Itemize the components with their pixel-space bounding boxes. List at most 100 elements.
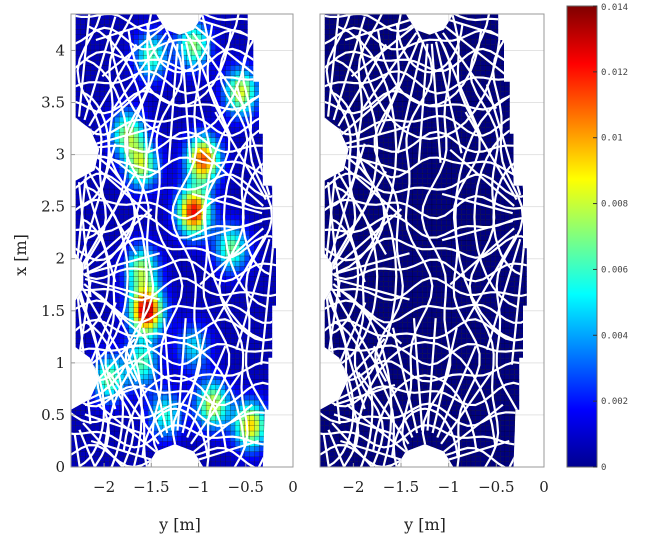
heatmap-cell — [220, 363, 226, 370]
left-x-axis-label: y [m] — [158, 515, 201, 534]
heatmap-cell — [176, 353, 183, 360]
heatmap-cell — [279, 313, 284, 318]
heatmap-cell — [104, 193, 110, 200]
heatmap-cell — [273, 157, 276, 164]
heatmap-cell — [263, 18, 270, 25]
heatmap-cell — [181, 291, 188, 298]
heatmap-cell — [162, 188, 168, 195]
heatmap-cell — [157, 276, 163, 282]
heatmap-cell — [320, 188, 326, 195]
heatmap-cell — [71, 327, 77, 334]
heatmap-cell — [71, 80, 77, 87]
heatmap-cell — [279, 343, 284, 348]
heatmap-cell — [104, 461, 110, 467]
heatmap-cell — [152, 353, 159, 360]
heatmap-cell — [283, 369, 288, 374]
heatmap-cell — [172, 147, 178, 154]
heatmap-cell — [71, 245, 77, 251]
heatmap-cell — [320, 276, 326, 282]
heatmap-cell — [234, 353, 241, 360]
heatmap-cell — [288, 158, 293, 163]
heatmap-cell — [99, 271, 105, 277]
heatmap-cell — [273, 302, 276, 308]
heatmap-cell — [210, 132, 216, 138]
heatmap-cell — [220, 142, 226, 149]
heatmap-cell — [162, 369, 168, 375]
left-y-tick-label-3: 1.5 — [41, 302, 65, 320]
heatmap-cell — [268, 168, 274, 174]
heatmap-cell — [249, 245, 255, 251]
heatmap-cell — [210, 188, 216, 195]
heatmap-cell — [181, 147, 188, 154]
heatmap-cell — [152, 178, 159, 185]
heatmap-cell — [283, 96, 288, 101]
heatmap-cell — [263, 168, 270, 174]
heatmap-cell — [329, 127, 335, 133]
heatmap-cell — [279, 122, 284, 127]
heatmap-cell — [172, 127, 178, 133]
heatmap-cell — [288, 251, 293, 256]
left-x-ticks: −2 −1.5 −1 −0.5 0 — [93, 463, 298, 496]
heatmap-cell — [75, 399, 81, 406]
heatmap-cell — [220, 152, 226, 159]
heatmap-cell — [162, 296, 168, 303]
heatmap-cell — [186, 18, 192, 25]
heatmap-cell — [334, 75, 340, 82]
heatmap-cell — [273, 34, 276, 40]
heatmap-cell — [176, 29, 183, 35]
heatmap-cell — [80, 168, 86, 174]
heatmap-cell — [324, 137, 330, 143]
heatmap-cell — [324, 379, 330, 385]
heatmap-cell — [273, 219, 276, 226]
heatmap-cell — [128, 456, 134, 463]
heatmap-cell — [353, 235, 360, 241]
heatmap-cell — [273, 224, 276, 231]
heatmap-cell — [263, 353, 270, 360]
heatmap-cell — [138, 276, 144, 282]
heatmap-cell — [320, 224, 326, 231]
heatmap-cell — [157, 451, 163, 457]
heatmap-cell — [324, 276, 330, 282]
heatmap-cell — [75, 260, 81, 267]
heatmap-cell — [181, 456, 188, 463]
heatmap-cell — [273, 24, 276, 30]
heatmap-cell — [71, 219, 77, 226]
heatmap-cell — [172, 18, 178, 25]
heatmap-cell — [263, 127, 270, 133]
heatmap-cell — [279, 158, 284, 163]
heatmap-cell — [249, 18, 255, 25]
heatmap-cell — [230, 80, 236, 87]
heatmap-cell — [320, 343, 326, 349]
heatmap-cell — [279, 385, 284, 390]
heatmap-cell — [176, 260, 183, 267]
heatmap-cell — [172, 271, 178, 277]
heatmap-cell — [283, 225, 288, 230]
heatmap-cell — [273, 60, 276, 66]
heatmap-cell — [104, 18, 110, 25]
heatmap-cell — [71, 374, 77, 380]
heatmap-cell — [279, 184, 284, 189]
heatmap-cell — [75, 29, 81, 35]
heatmap-cell — [191, 255, 197, 262]
heatmap-cell — [230, 327, 236, 334]
heatmap-cell — [234, 260, 241, 267]
heatmap-cell — [279, 138, 284, 143]
heatmap-cell — [320, 317, 326, 324]
heatmap-cell — [201, 168, 207, 174]
heatmap-cell — [263, 456, 270, 463]
heatmap-cell — [283, 297, 288, 302]
heatmap-cell — [94, 85, 101, 92]
heatmap-cell — [196, 322, 202, 329]
heatmap-cell — [186, 178, 192, 185]
heatmap-cell — [283, 266, 288, 271]
heatmap-cell — [167, 430, 173, 437]
heatmap-cell — [259, 435, 265, 442]
heatmap-cell — [283, 426, 288, 431]
heatmap-cell — [162, 214, 168, 221]
heatmap-cell — [167, 240, 173, 246]
heatmap-cell — [279, 76, 284, 81]
heatmap-cell — [133, 14, 139, 20]
heatmap-cell — [283, 45, 288, 50]
heatmap-cell — [196, 163, 202, 169]
heatmap-cell — [320, 327, 326, 334]
